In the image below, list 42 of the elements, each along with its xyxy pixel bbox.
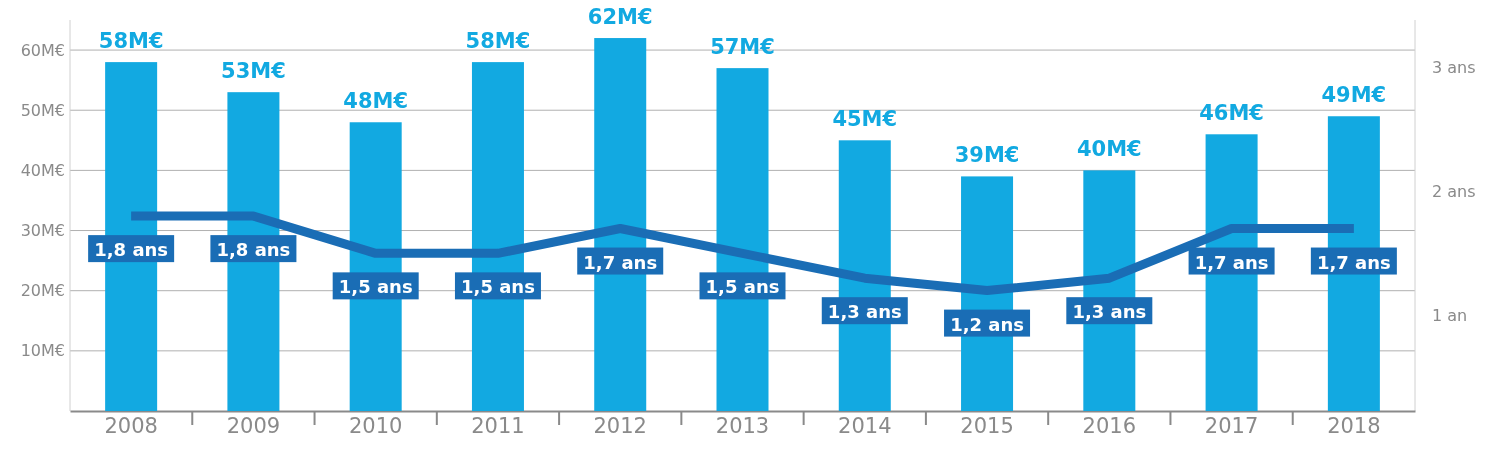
data-label: 39M€ [954,143,1020,168]
data-label: 57M€ [710,35,775,60]
x-tick-label: 2008 [104,413,158,438]
data-label: 40M€ [1076,137,1142,162]
data-label: 1,7 ans [583,251,658,273]
data-label: 1,8 ans [94,239,169,261]
data-label: 58M€ [465,29,531,54]
x-tick-label: 2018 [1327,413,1381,438]
x-tick-label: 2016 [1082,413,1137,438]
x-tick-label: 2010 [348,413,403,438]
x-tick-label: 2015 [960,413,1014,438]
data-label: 45M€ [832,107,898,132]
data-label: 1,2 ans [950,313,1024,335]
data-label: 53M€ [221,59,286,84]
data-label: 62M€ [587,5,653,30]
y-tick-label: 60M€ [20,40,65,60]
y-tick-label: 50M€ [20,100,65,120]
y2-tick-label: 1 an [1432,306,1468,326]
x-tick-label: 2014 [838,413,892,438]
data-label: 1,5 ans [338,276,413,298]
x-tick-label: 2017 [1204,413,1259,438]
x-tick-label: 2012 [593,413,647,438]
data-label: 1,3 ans [1072,301,1147,323]
x-tick-label: 2009 [226,413,281,438]
x-tick-label: 2011 [471,413,525,438]
y-tick-label: 30M€ [20,221,65,241]
data-label: 1,3 ans [827,301,902,323]
data-label: 48M€ [343,89,409,114]
x-tick-label: 2013 [715,413,770,438]
y-tick-label: 40M€ [20,161,65,180]
y-tick-label: 10M€ [20,341,65,361]
data-label: 1,5 ans [461,276,535,298]
y2-tick-label: 3 ans [1432,57,1476,77]
data-label: 1,8 ans [216,239,291,261]
y-tick-label: 20M€ [20,281,65,301]
data-label: 1,5 ans [705,276,780,298]
data-label: 49M€ [1321,83,1387,108]
data-label: 46M€ [1199,101,1264,126]
data-label: 1,7 ans [1194,251,1269,273]
data-label: 1,7 ans [1316,251,1391,273]
y2-tick-label: 2 ans [1432,181,1476,201]
data-label: 58M€ [98,29,164,54]
